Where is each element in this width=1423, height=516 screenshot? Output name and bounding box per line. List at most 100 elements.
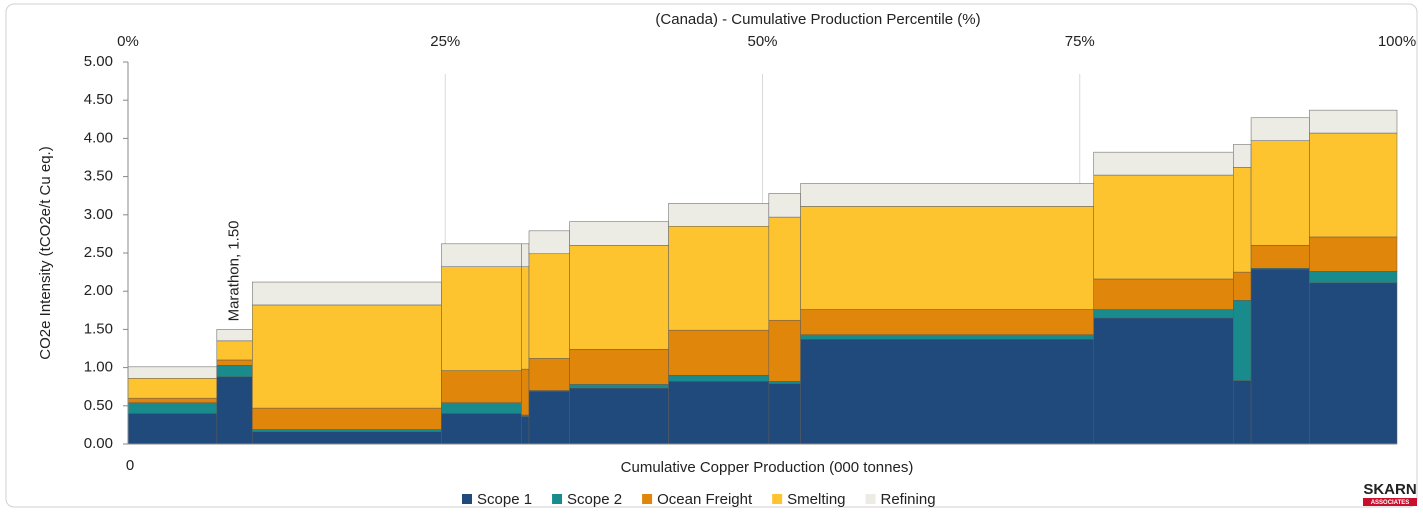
bar-segment <box>800 334 1094 340</box>
bar-segment <box>252 281 442 306</box>
top-axis-title: (Canada) - Cumulative Production Percent… <box>655 11 980 28</box>
bar-segment <box>1309 282 1398 445</box>
y-axis-title: CO2e Intensity (tCO2e/t Cu eq.) <box>37 146 54 359</box>
legend-swatch <box>462 494 472 504</box>
legend-label: Ocean Freight <box>657 491 753 508</box>
legend-swatch <box>772 494 783 504</box>
bar-segment <box>768 383 801 445</box>
legend-swatch <box>865 494 876 504</box>
bar-segment <box>252 431 442 445</box>
bar-segment <box>668 226 770 331</box>
bar-segment <box>768 216 801 321</box>
bar-segment <box>800 206 1094 310</box>
bar-segment <box>216 376 253 445</box>
bar-segment <box>569 384 669 389</box>
top-tick-label: 100% <box>1378 33 1416 50</box>
bar-segment <box>1093 278 1234 310</box>
bar-segment <box>1250 268 1310 445</box>
top-tick-label: 75% <box>1065 33 1095 50</box>
bar-segment <box>768 193 801 218</box>
top-tick-label: 50% <box>747 33 777 50</box>
bar-segment <box>127 413 218 445</box>
bar-segment <box>768 381 801 384</box>
bar-segment <box>252 429 442 433</box>
y-tick-label: 1.00 <box>84 359 113 376</box>
legend-swatch <box>642 494 653 504</box>
logo: SKARN <box>1363 481 1416 498</box>
top-tick-label: 25% <box>430 33 460 50</box>
bar-segment <box>569 387 669 445</box>
bar-segment <box>216 359 253 366</box>
bar-segment <box>1093 317 1234 445</box>
bar-segment <box>1093 174 1234 280</box>
bar-segment <box>127 366 218 379</box>
logo-bar <box>1363 498 1417 506</box>
y-tick-label: 0.50 <box>84 397 113 414</box>
bar-segment <box>1233 144 1252 168</box>
bar-segment <box>441 266 522 371</box>
y-tick-label: 1.50 <box>84 320 113 337</box>
bar-segment <box>1233 167 1252 273</box>
bar-segment <box>1233 300 1252 381</box>
y-tick-label: 2.50 <box>84 244 113 261</box>
bar-segment <box>800 339 1094 445</box>
legend-label: Scope 1 <box>477 491 532 508</box>
bar-segment <box>668 203 770 227</box>
bar-segment <box>768 319 801 382</box>
bar-segment <box>127 378 218 399</box>
bar-segment <box>1093 151 1234 176</box>
bar-segment <box>800 309 1094 335</box>
logo-sub: ASSOCIATES <box>1371 500 1410 506</box>
bar-segment <box>1233 380 1252 445</box>
bar-segment <box>528 358 570 391</box>
bar-segment <box>252 407 442 430</box>
bar-segment <box>521 416 530 445</box>
bar-segment <box>1309 236 1398 272</box>
bar-segment <box>528 391 570 445</box>
bar-segment <box>569 245 669 350</box>
bar-segment <box>1309 271 1398 284</box>
bar-segment <box>521 368 530 416</box>
bar-segment <box>441 370 522 403</box>
bar-segment <box>668 374 770 382</box>
bar-segment <box>127 402 218 414</box>
y-tick-label: 5.00 <box>84 53 113 70</box>
x-axis-title: Cumulative Copper Production (000 tonnes… <box>621 459 914 476</box>
bar-segment <box>668 329 770 376</box>
y-tick-label: 0.00 <box>84 435 113 452</box>
bar-segment <box>521 266 530 370</box>
bar-segment <box>1250 140 1310 246</box>
bar-segment <box>216 329 253 342</box>
bottom-tick-label: 0 <box>126 457 134 474</box>
y-tick-label: 3.50 <box>84 168 113 185</box>
bar-segment <box>216 340 253 361</box>
bar-segment <box>441 413 522 445</box>
bar-segment <box>1309 109 1398 134</box>
top-tick-label: 0% <box>117 33 139 50</box>
legend-label: Smelting <box>787 491 845 508</box>
y-tick-label: 4.50 <box>84 91 113 108</box>
annotation: Marathon, 1.50 <box>226 220 243 321</box>
bar-segment <box>216 365 253 378</box>
y-tick-label: 4.00 <box>84 129 113 146</box>
legend-label: Refining <box>881 491 936 508</box>
bar-segment <box>1233 271 1252 301</box>
y-tick-label: 3.00 <box>84 206 113 223</box>
bar-segment <box>521 243 530 268</box>
bar-segment <box>252 304 442 409</box>
legend-swatch <box>552 494 563 504</box>
bar-segment <box>569 349 669 385</box>
bar-segment <box>1250 117 1310 141</box>
bar-segment <box>668 381 770 445</box>
bar-segment <box>1093 309 1234 319</box>
bar-segment <box>569 221 669 246</box>
bar-segment <box>1309 132 1398 238</box>
legend-label: Scope 2 <box>567 491 622 508</box>
bar-segment <box>441 402 522 414</box>
y-tick-label: 2.00 <box>84 282 113 299</box>
bar-segment <box>528 253 570 359</box>
bar-segment <box>441 243 522 268</box>
bar-segment <box>800 183 1094 207</box>
bar-segment <box>528 230 570 255</box>
bar-segment <box>127 397 218 403</box>
